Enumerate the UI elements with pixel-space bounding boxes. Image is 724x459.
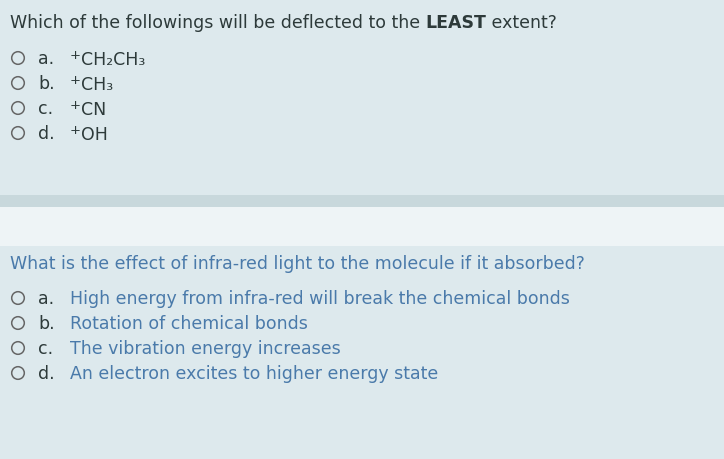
Text: OH: OH [81, 126, 108, 144]
Text: CH₂CH₃: CH₂CH₃ [81, 51, 146, 69]
Bar [0, 196, 724, 207]
Text: +: + [70, 49, 81, 62]
Bar [0, 246, 724, 459]
Bar [0, 0, 724, 196]
Text: +: + [70, 99, 81, 112]
Text: CN: CN [81, 101, 106, 119]
Text: a.: a. [38, 50, 54, 68]
Bar [0, 207, 724, 246]
Text: Rotation of chemical bonds: Rotation of chemical bonds [70, 314, 308, 332]
Text: a.: a. [38, 289, 54, 308]
Text: extent?: extent? [487, 14, 557, 32]
Text: d.: d. [38, 125, 54, 143]
Text: High energy from infra-red will break the chemical bonds: High energy from infra-red will break th… [70, 289, 570, 308]
Text: c.: c. [38, 339, 53, 357]
Text: An electron excites to higher energy state: An electron excites to higher energy sta… [70, 364, 438, 382]
Text: c.: c. [38, 100, 53, 118]
Text: d.: d. [38, 364, 54, 382]
Text: LEAST: LEAST [426, 14, 487, 32]
Text: b.: b. [38, 314, 54, 332]
Text: The vibration energy increases: The vibration energy increases [70, 339, 341, 357]
Text: b.: b. [38, 75, 54, 93]
Text: CH₃: CH₃ [81, 76, 113, 94]
Text: +: + [70, 74, 81, 87]
Text: Which of the followings will be deflected to the: Which of the followings will be deflecte… [10, 14, 426, 32]
Text: +: + [70, 124, 81, 137]
Text: What is the effect of infra-red light to the molecule if it absorbed?: What is the effect of infra-red light to… [10, 254, 585, 272]
